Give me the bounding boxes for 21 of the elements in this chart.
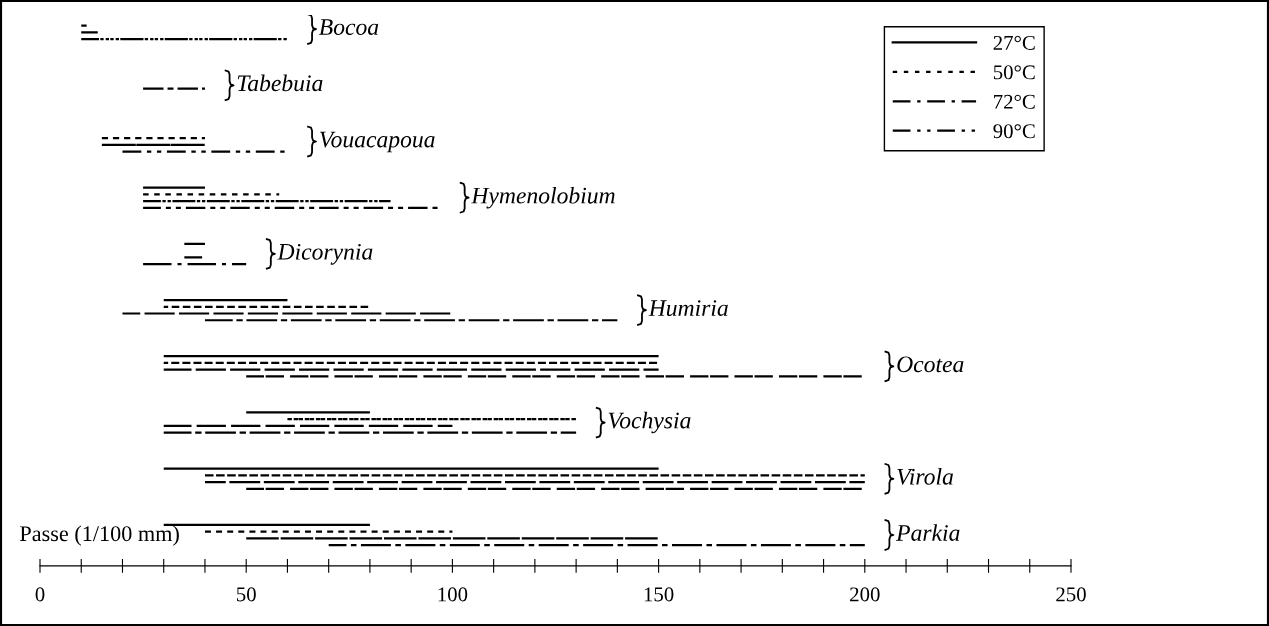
- x-tick-label: 250: [1056, 587, 1086, 602]
- y-tick-label: Hymenolobium: [471, 186, 615, 209]
- y-tick-label: Dicorynia: [277, 243, 373, 265]
- x-tick-label: 50: [236, 587, 256, 602]
- x-tick-label: 150: [644, 587, 674, 602]
- y-tick-label: Virola: [897, 468, 953, 485]
- y-tick-label: Tabebuia: [237, 74, 323, 92]
- x-tick-label: 0: [35, 587, 45, 602]
- legend-label: 27°C: [993, 35, 1035, 50]
- x-tick-label: 200: [850, 587, 880, 602]
- y-tick-label: Bocoa: [319, 19, 379, 35]
- y-tick-label: Vochysia: [608, 411, 691, 434]
- legend-label: 50°C: [993, 65, 1035, 80]
- legend-label: 72°C: [994, 94, 1035, 109]
- legend-label: 90°C: [993, 124, 1035, 139]
- y-tick-label: Humiria: [648, 300, 728, 317]
- y-tick-label: Ocotea: [897, 356, 964, 373]
- x-axis-title: Passe (1/100 mm): [20, 525, 179, 546]
- x-tick-label: 100: [438, 587, 468, 602]
- y-tick-label: Vouacapoua: [320, 131, 435, 153]
- y-tick-label: Parkia: [896, 524, 960, 541]
